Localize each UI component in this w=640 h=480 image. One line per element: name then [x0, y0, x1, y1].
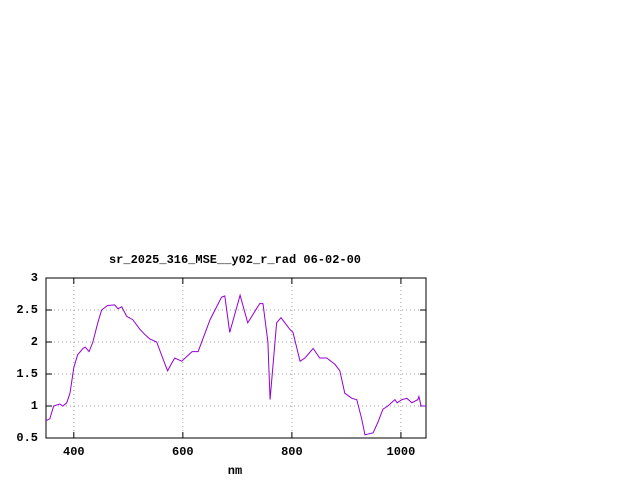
chart-title: sr_2025_316_MSE__y02_r_rad 06-02-00: [109, 253, 361, 267]
plot-border: [45, 277, 427, 439]
y-tick-label: 1.5: [16, 367, 38, 381]
x-tick-label: 600: [172, 445, 194, 459]
x-axis-label: nm: [228, 464, 242, 478]
data-line: [45, 293, 426, 436]
y-tick-label: 1: [31, 399, 38, 413]
x-tick-label: 800: [281, 445, 303, 459]
y-tick-label: 3: [31, 271, 38, 285]
x-tick-label: 1000: [387, 445, 416, 459]
x-tick-label: 400: [63, 445, 85, 459]
y-tick-label: 0.5: [16, 431, 38, 445]
y-tick-label: 2.5: [16, 303, 38, 317]
y-tick-label: 2: [31, 335, 38, 349]
